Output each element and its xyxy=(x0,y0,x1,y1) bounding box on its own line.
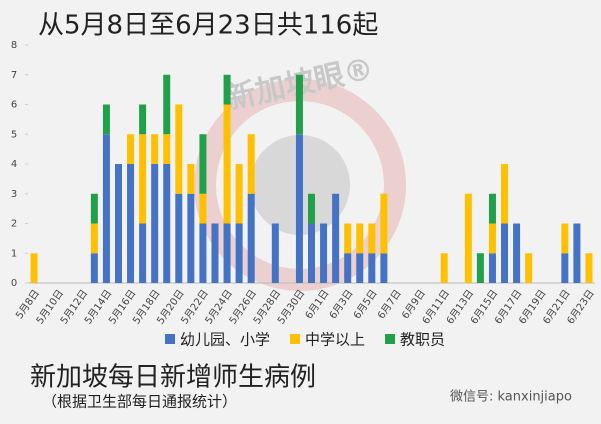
y-tick-label: 2 xyxy=(11,219,17,230)
bar xyxy=(235,164,243,224)
bar xyxy=(223,74,231,105)
bar xyxy=(380,193,388,254)
bar xyxy=(127,164,135,283)
bar xyxy=(380,253,388,283)
bar xyxy=(356,223,364,254)
bar xyxy=(90,253,98,283)
bar xyxy=(464,193,472,283)
legend-swatch xyxy=(165,334,175,344)
bar xyxy=(488,253,496,283)
bar xyxy=(175,193,183,283)
bar xyxy=(344,253,352,283)
bar xyxy=(320,223,328,283)
bar xyxy=(163,74,171,135)
bar xyxy=(476,253,484,283)
bar xyxy=(199,193,207,224)
bar xyxy=(295,74,303,135)
bar xyxy=(332,193,340,283)
note: （根据卫生部每日通报统计） xyxy=(42,393,237,411)
bar xyxy=(139,104,147,135)
bar xyxy=(114,164,122,283)
bar xyxy=(356,253,364,283)
y-tick-label: 8 xyxy=(11,40,17,51)
bar xyxy=(151,164,159,283)
bar xyxy=(199,134,207,194)
chart-title: 从5月8日至6月23日共116起 xyxy=(38,11,378,41)
y-tick-label: 5 xyxy=(11,129,17,140)
legend-label: 幼儿园、小学 xyxy=(180,331,270,349)
bar xyxy=(271,223,279,283)
bar xyxy=(573,223,581,283)
y-tick-label: 7 xyxy=(11,70,17,81)
subtitle: 新加坡每日新增师生病例 xyxy=(30,363,316,393)
bar xyxy=(501,164,509,224)
bar xyxy=(501,223,509,283)
bar xyxy=(187,164,195,194)
y-tick-label: 3 xyxy=(11,189,17,200)
bar xyxy=(235,223,243,283)
bar xyxy=(440,253,448,283)
bar xyxy=(308,223,315,283)
bar xyxy=(175,104,183,194)
bar xyxy=(90,223,98,254)
bar xyxy=(211,223,219,283)
bar xyxy=(513,223,521,283)
source: 微信号: kanxinjiapo xyxy=(450,390,572,405)
y-tick-label: 6 xyxy=(11,100,17,111)
bar xyxy=(247,134,255,194)
bar xyxy=(488,193,496,224)
bar xyxy=(488,223,496,254)
bar xyxy=(223,223,231,283)
bar xyxy=(139,223,147,283)
bar xyxy=(151,134,159,164)
bar xyxy=(199,223,207,283)
bar xyxy=(127,134,135,164)
bar xyxy=(561,253,569,283)
bar xyxy=(585,253,593,283)
bar xyxy=(368,253,376,283)
bar xyxy=(561,223,569,254)
bar xyxy=(30,253,38,283)
y-tick-label: 4 xyxy=(11,159,17,170)
bar xyxy=(247,193,255,283)
bar xyxy=(525,253,533,283)
bar xyxy=(308,193,315,224)
bar xyxy=(368,223,376,254)
bar xyxy=(139,134,147,224)
bar xyxy=(163,164,171,283)
bar xyxy=(102,134,110,283)
legend-label: 中学以上 xyxy=(305,331,365,349)
bar xyxy=(295,134,303,283)
bar xyxy=(187,193,195,283)
bar xyxy=(163,134,171,164)
legend-swatch xyxy=(290,334,301,344)
y-tick-label: 1 xyxy=(11,248,17,259)
bar xyxy=(102,104,110,135)
bar xyxy=(223,104,231,224)
legend-swatch xyxy=(385,334,396,344)
bar xyxy=(344,223,352,254)
y-tick-label: 0 xyxy=(11,278,17,289)
bar xyxy=(90,193,98,224)
legend-label: 教职员 xyxy=(400,331,445,349)
